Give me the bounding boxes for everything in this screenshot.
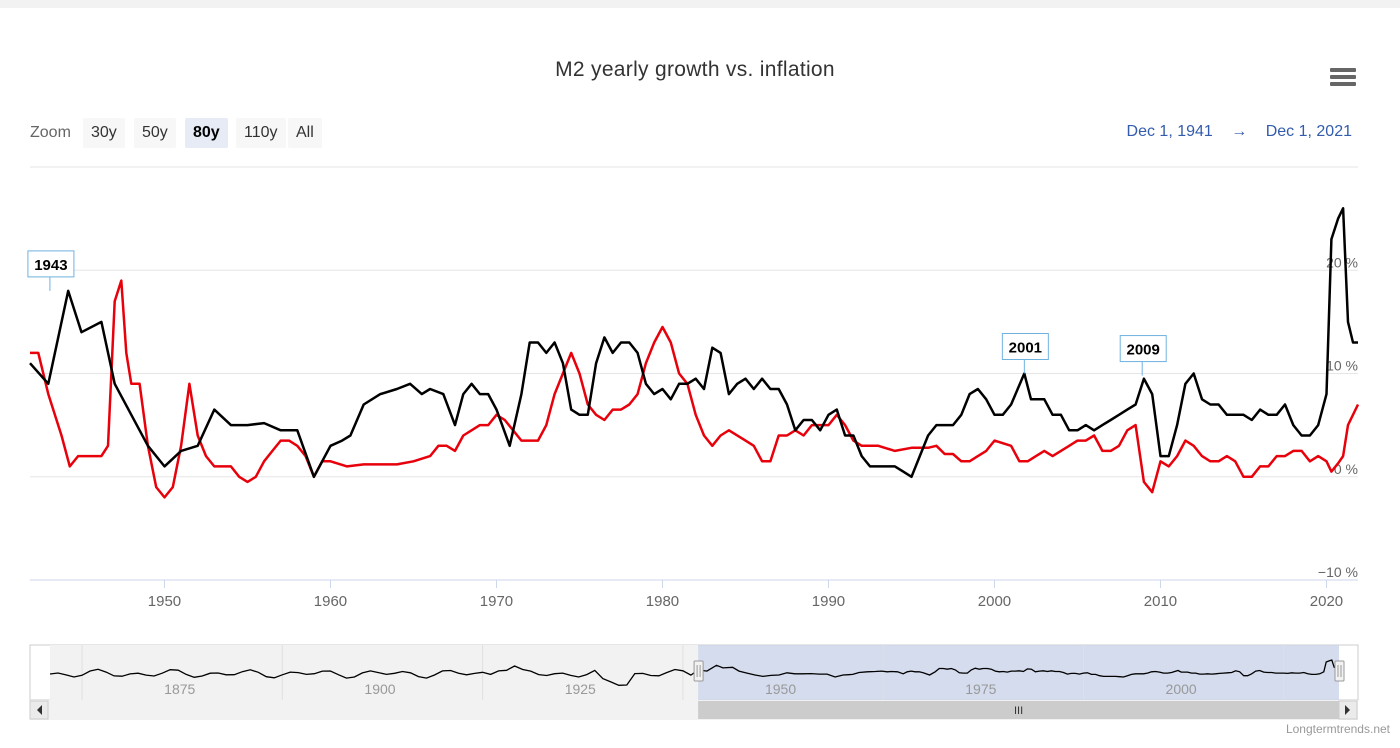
scroll-left-arrow-icon (37, 705, 42, 715)
series-line-m2 (29, 207, 1358, 479)
date-range: Dec 1, 1941 → Dec 1, 2021 (1127, 123, 1352, 141)
handle-body[interactable] (1334, 660, 1345, 682)
flag-label: 2001 (1009, 340, 1042, 357)
handle-body[interactable] (693, 660, 704, 682)
zoom-label: Zoom (30, 124, 71, 141)
chart-title: M2 yearly growth vs. inflation (555, 58, 835, 81)
navigator-tick-label: 1975 (965, 681, 996, 697)
navigator-series-line (49, 659, 1339, 686)
top-strip (0, 0, 1400, 8)
flag-2001: 2001 (1001, 333, 1049, 374)
flag-box (1001, 333, 1049, 360)
flag-2009: 2009 (1119, 335, 1167, 376)
range-arrow: → (1231, 123, 1248, 140)
flag-annotations: 1943 2001 2009 (27, 250, 1167, 376)
navigator-tick-label: 2000 (1166, 681, 1197, 697)
navigator-tick-label: 1875 (164, 681, 195, 697)
zoom-button-30y[interactable]: 30y (83, 118, 125, 148)
navigator[interactable]: 1875 1900 1925 1950 1975 2000 III (29, 644, 1359, 720)
y-tick-label: 0 % (1334, 461, 1358, 477)
navigator-tick-label: 1925 (565, 681, 596, 697)
hamburger-menu-icon[interactable] (1330, 68, 1356, 90)
scrollbar-thumb[interactable] (698, 701, 1339, 719)
flag-1943: 1943 (27, 250, 75, 291)
x-tick-label: 2000 (978, 593, 1011, 610)
grid-lines (30, 166, 1358, 581)
credit-link[interactable]: Longtermtrends.net (1285, 722, 1390, 736)
x-tick-label: 1970 (480, 593, 513, 610)
y-tick-label: −10 % (1318, 564, 1358, 580)
menu-bar (1330, 82, 1356, 86)
range-from-input[interactable]: Dec 1, 1941 (1126, 123, 1213, 140)
series-lines (29, 207, 1360, 499)
x-axis: 1950 1960 1970 1980 1990 2000 2010 2020 (30, 579, 1358, 610)
x-tick-label: 1950 (148, 593, 181, 610)
scrollbar-grip-icon: III (1014, 705, 1023, 717)
y-axis-ticks: −10 % 0 % 10 % 20 % (1318, 254, 1358, 580)
x-tick-label: 2020 (1310, 593, 1343, 610)
y-tick-label: 20 % (1326, 254, 1358, 270)
flag-label: 2009 (1127, 342, 1160, 359)
zoom-button-50y[interactable]: 50y (134, 118, 176, 148)
flag-box (27, 250, 75, 278)
menu-bar (1330, 68, 1356, 72)
zoom-button-all[interactable]: All (288, 118, 322, 148)
flag-label: 1943 (34, 257, 67, 274)
range-to-input[interactable]: Dec 1, 2021 (1265, 123, 1352, 140)
x-tick-label: 2010 (1144, 593, 1177, 610)
navigator-handle-left[interactable] (693, 660, 704, 682)
zoom-button-80y[interactable]: 80y (185, 118, 228, 148)
x-tick-label: 1960 (314, 593, 347, 610)
x-tick-label: 1990 (812, 593, 845, 610)
x-tick-label: 1980 (646, 593, 679, 610)
series-line-inflation (30, 279, 1360, 499)
navigator-handle-right[interactable] (1334, 660, 1345, 682)
menu-bar (1330, 75, 1356, 79)
y-tick-label: 10 % (1326, 358, 1358, 374)
navigator-tick-label: 1950 (765, 681, 796, 697)
scroll-right-arrow-icon (1345, 705, 1350, 715)
flag-box (1119, 335, 1167, 363)
zoom-button-110y[interactable]: 110y (236, 118, 286, 148)
navigator-tick-label: 1900 (364, 681, 395, 697)
